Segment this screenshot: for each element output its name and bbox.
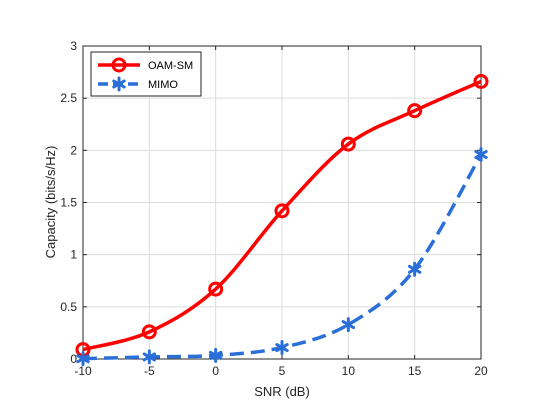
y-tick-label: 3 xyxy=(70,39,77,53)
series-layer xyxy=(75,73,489,367)
x-tick-label: 5 xyxy=(279,364,286,378)
legend-entry: MIMO xyxy=(98,76,178,92)
x-tick-label: -5 xyxy=(144,364,155,378)
legend-marker xyxy=(112,76,126,92)
x-tick-label: -10 xyxy=(74,364,92,378)
data-point-oam-sm xyxy=(407,103,423,119)
data-point-oam-sm xyxy=(141,324,157,340)
data-point-mimo xyxy=(142,349,157,365)
y-tick-label: 1 xyxy=(70,248,77,262)
ticks: -10 -5 0 5 10 15 20 0 0.5 1 1.5 2 2.5 3 xyxy=(60,39,488,378)
y-tick-label: 1.5 xyxy=(60,196,77,210)
data-point-oam-sm xyxy=(340,136,356,152)
data-point-mimo xyxy=(76,351,90,367)
y-tick-label: 2.5 xyxy=(60,91,77,105)
data-point-oam-sm xyxy=(208,281,224,297)
legend-label: OAM-SM xyxy=(148,60,193,72)
legend-entry: OAM-SM xyxy=(98,57,193,73)
data-point-mimo xyxy=(275,340,289,356)
data-point-mimo xyxy=(474,147,488,163)
data-point-mimo xyxy=(407,261,422,277)
legend: OAM-SM MIMO xyxy=(90,51,202,97)
grid xyxy=(83,46,481,359)
y-tick-label: 2 xyxy=(70,143,77,157)
x-tick-label: 15 xyxy=(408,364,422,378)
x-tick-label: 20 xyxy=(474,364,488,378)
x-axis-label: SNR (dB) xyxy=(254,384,310,399)
legend-box xyxy=(90,51,202,97)
legend-marker xyxy=(111,57,127,73)
data-point-oam-sm xyxy=(473,73,489,89)
y-axis-label: Capacity (bits/s/Hz) xyxy=(43,146,58,259)
legend-label: MIMO xyxy=(148,79,178,91)
data-point-mimo xyxy=(341,317,356,333)
data-point-mimo xyxy=(208,347,223,363)
x-tick-label: 10 xyxy=(342,364,356,378)
y-tick-label: 0 xyxy=(70,352,77,366)
data-point-oam-sm xyxy=(274,203,290,219)
y-tick-label: 0.5 xyxy=(60,300,77,314)
series-line-oam-sm xyxy=(82,79,482,352)
x-tick-label: 0 xyxy=(212,364,219,378)
